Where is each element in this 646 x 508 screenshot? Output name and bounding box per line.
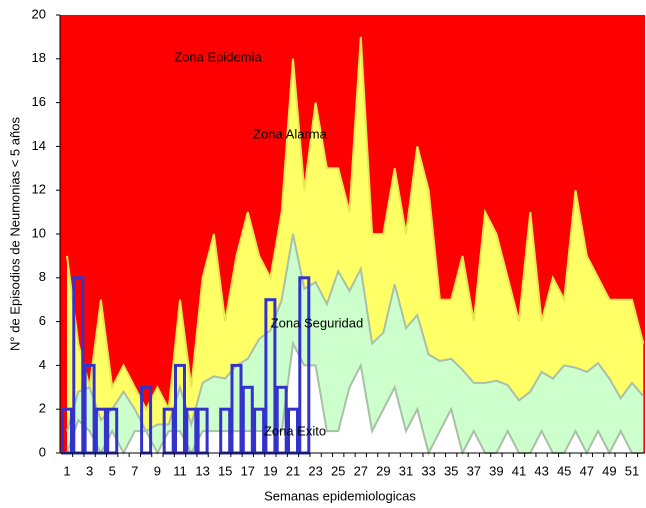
x-tick-label: 15 — [218, 463, 232, 478]
x-tick-label: 17 — [241, 463, 255, 478]
x-tick-label: 39 — [489, 463, 503, 478]
zone-area — [67, 234, 644, 453]
zone-label: Zona Exito — [264, 423, 326, 438]
x-tick-label: 29 — [376, 463, 390, 478]
x-tick-label: 19 — [263, 463, 277, 478]
y-tick-label: 4 — [39, 357, 46, 372]
y-tick-label: 6 — [39, 313, 46, 328]
x-tick-label: 7 — [131, 463, 138, 478]
x-tick-label: 31 — [399, 463, 413, 478]
y-tick-label: 8 — [39, 269, 46, 284]
y-tick-label: 10 — [32, 225, 46, 240]
y-tick-label: 2 — [39, 401, 46, 416]
y-tick-label: 18 — [32, 50, 46, 65]
x-tick-label: 33 — [421, 463, 435, 478]
zone-label: Zona Seguridad — [271, 315, 364, 330]
x-tick-label: 51 — [625, 463, 639, 478]
x-tick-label: 25 — [331, 463, 345, 478]
y-tick-label: 12 — [32, 182, 46, 197]
zone-label: Zona Alarma — [253, 126, 327, 141]
x-tick-label: 47 — [580, 463, 594, 478]
x-tick-label: 23 — [308, 463, 322, 478]
y-tick-label: 14 — [32, 138, 46, 153]
x-tick-label: 13 — [195, 463, 209, 478]
x-tick-label: 1 — [63, 463, 70, 478]
zone-label: Zona Epidemia — [174, 49, 262, 64]
x-tick-label: 49 — [602, 463, 616, 478]
zone-area — [67, 36, 644, 454]
y-tick-label: 20 — [32, 6, 46, 21]
x-tick-label: 11 — [173, 463, 187, 478]
x-tick-label: 27 — [354, 463, 368, 478]
y-axis-title: N° de Episodios de Neumonias < 5 años — [7, 117, 22, 351]
zone-line — [66, 36, 645, 413]
x-tick-label: 21 — [286, 463, 300, 478]
x-tick-label: 43 — [534, 463, 548, 478]
x-tick-label: 9 — [154, 463, 161, 478]
zone-area — [67, 343, 644, 453]
x-axis-title: Semanas epidemiologicas — [264, 488, 416, 503]
x-tick-label: 41 — [512, 463, 526, 478]
y-tick-label: 16 — [32, 94, 46, 109]
x-tick-label: 37 — [467, 463, 481, 478]
x-tick-label: 5 — [109, 463, 116, 478]
x-tick-label: 3 — [86, 463, 93, 478]
x-tick-label: 35 — [444, 463, 458, 478]
y-tick-label: 0 — [39, 444, 46, 459]
x-tick-label: 45 — [557, 463, 571, 478]
